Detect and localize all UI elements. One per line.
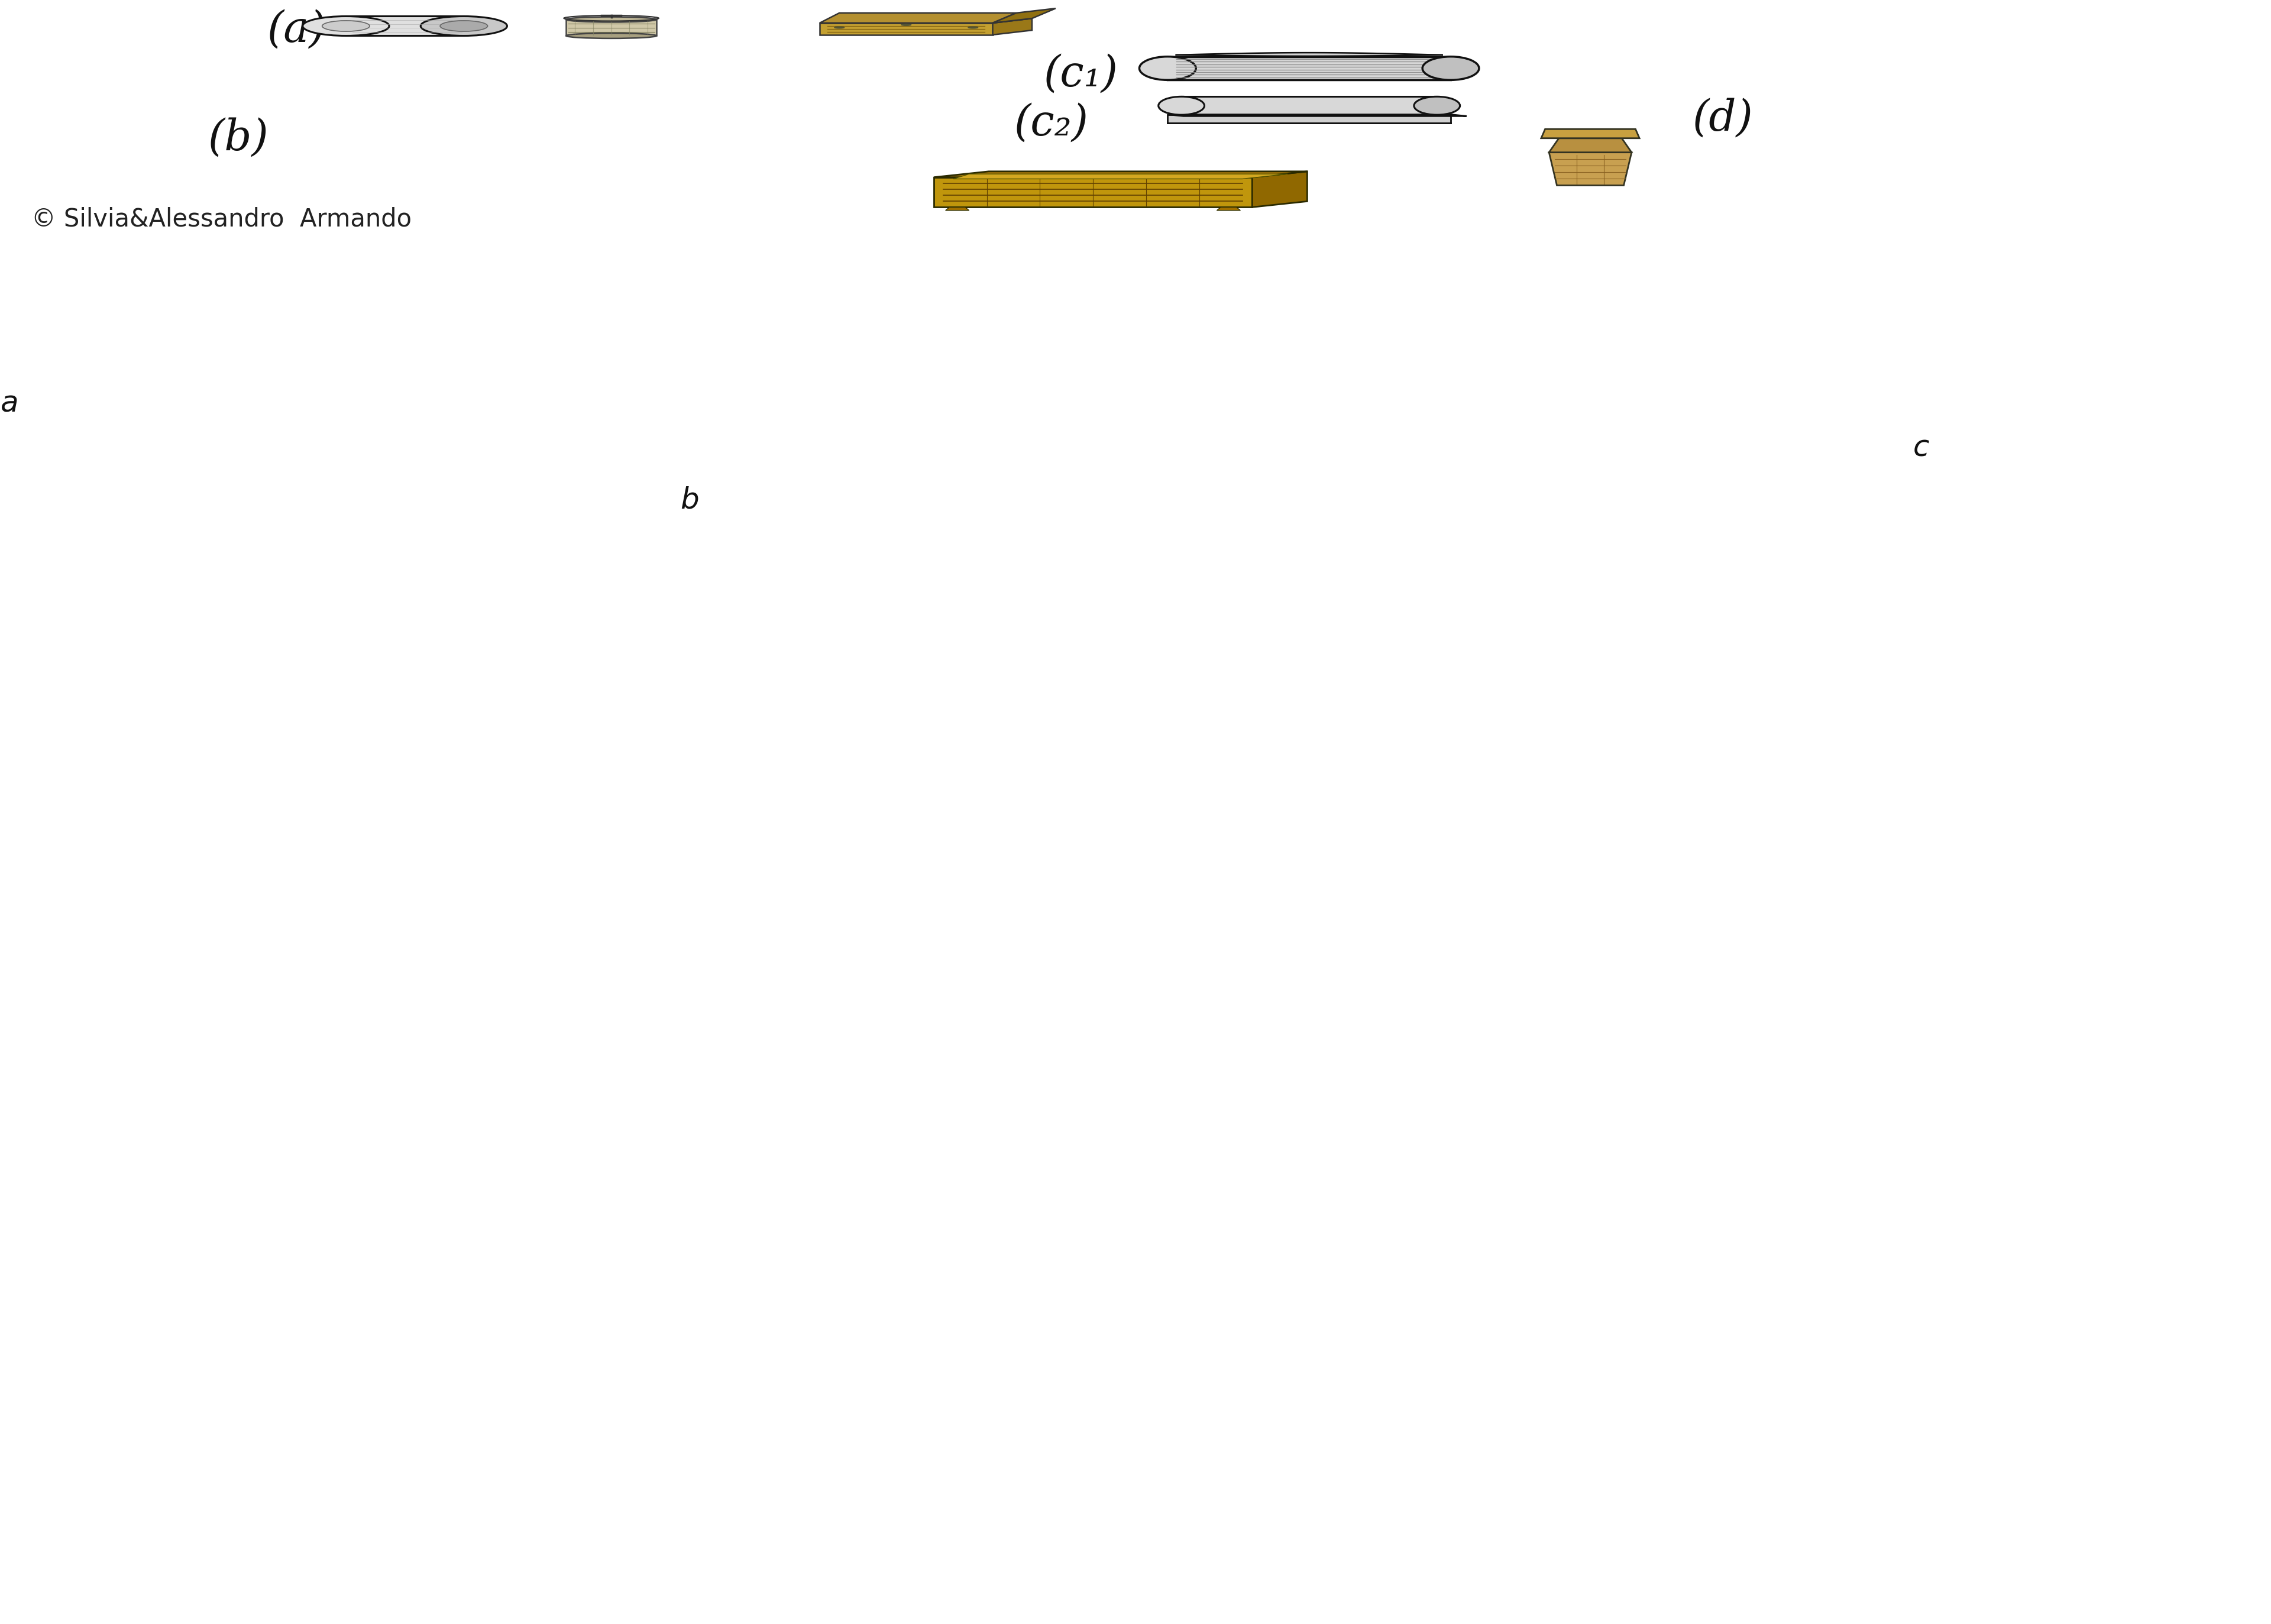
- Ellipse shape: [565, 16, 656, 23]
- Ellipse shape: [1415, 96, 1460, 115]
- Polygon shape: [1176, 52, 1442, 57]
- Text: a: a: [0, 390, 18, 417]
- Polygon shape: [1181, 96, 1438, 115]
- Text: c: c: [1912, 434, 1930, 463]
- Polygon shape: [0, 450, 977, 564]
- Ellipse shape: [565, 32, 656, 39]
- Text: (a): (a): [268, 8, 327, 50]
- Polygon shape: [1167, 114, 1467, 115]
- Circle shape: [833, 26, 845, 28]
- Circle shape: [902, 24, 911, 26]
- Polygon shape: [1549, 153, 1631, 185]
- Polygon shape: [820, 23, 992, 34]
- Polygon shape: [0, 417, 1562, 538]
- Text: (c₁): (c₁): [1045, 54, 1117, 94]
- Ellipse shape: [1140, 57, 1197, 80]
- Polygon shape: [933, 172, 1308, 177]
- Polygon shape: [2021, 287, 2271, 365]
- Text: (d): (d): [1692, 97, 1753, 140]
- Polygon shape: [2192, 317, 2271, 370]
- Polygon shape: [1167, 57, 1451, 80]
- Polygon shape: [0, 490, 23, 523]
- Polygon shape: [933, 177, 1251, 208]
- Polygon shape: [992, 18, 1031, 34]
- Ellipse shape: [1158, 96, 1204, 115]
- Ellipse shape: [420, 16, 506, 36]
- Ellipse shape: [441, 21, 488, 31]
- Ellipse shape: [322, 21, 370, 31]
- Polygon shape: [1251, 172, 1308, 208]
- Polygon shape: [1217, 208, 1240, 211]
- Polygon shape: [1542, 130, 1640, 138]
- Polygon shape: [954, 174, 1288, 179]
- Polygon shape: [1167, 114, 1451, 123]
- Polygon shape: [565, 19, 656, 36]
- Polygon shape: [820, 18, 1031, 23]
- Text: © Silvia&Alessandro  Armando: © Silvia&Alessandro Armando: [32, 206, 411, 231]
- Polygon shape: [345, 16, 463, 36]
- Text: (b): (b): [209, 117, 268, 159]
- Polygon shape: [1549, 138, 1631, 153]
- Text: (c₂): (c₂): [1015, 102, 1088, 145]
- Ellipse shape: [1422, 57, 1478, 80]
- Text: b: b: [679, 486, 699, 515]
- Polygon shape: [992, 8, 1056, 23]
- Polygon shape: [945, 208, 970, 211]
- Polygon shape: [820, 13, 1017, 23]
- Polygon shape: [0, 287, 2271, 503]
- Circle shape: [967, 26, 979, 28]
- Ellipse shape: [302, 16, 388, 36]
